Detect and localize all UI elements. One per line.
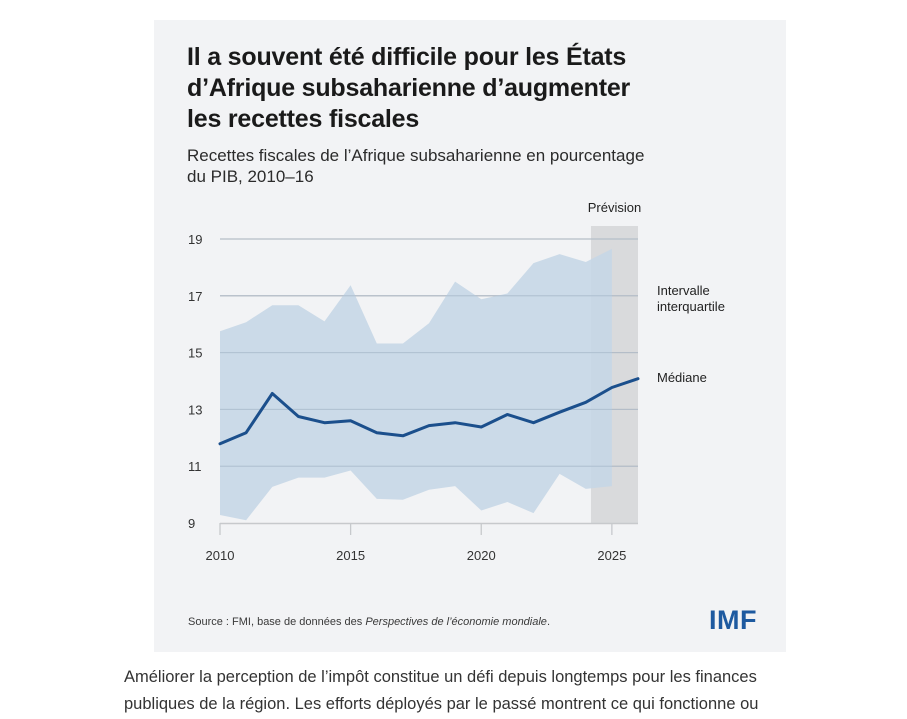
x-tick-label: 2025 (597, 548, 626, 563)
y-tick-label: 19 (188, 232, 202, 247)
y-tick-label: 11 (188, 459, 202, 474)
article-line: publiques de la région. Les efforts dépl… (124, 695, 759, 713)
chart-subtitle: Recettes fiscales de l’Afrique subsahari… (187, 145, 747, 187)
chart-plot: Prévision 9 11 13 15 17 19 2010 2015 2020 2025 Inte… (188, 200, 725, 563)
forecast-label: Prévision (588, 200, 641, 215)
y-tick-label: 13 (188, 402, 202, 417)
x-tick-label: 2015 (336, 548, 365, 563)
chart-subtitle-line: Recettes fiscales de l’Afrique subsahari… (187, 146, 645, 165)
imf-logo: IMF (709, 605, 757, 635)
source-prefix: Source : FMI, base de données des (188, 616, 366, 628)
source-publication: Perspectives de l’économie mondiale (365, 616, 547, 628)
chart-title-line: les recettes fiscales (187, 105, 420, 133)
chart-title-line: Il a souvent été difficile pour les État… (187, 43, 627, 71)
y-tick-label: 9 (188, 516, 195, 531)
article-paragraph: Améliorer la perception de l’impôt const… (124, 664, 824, 718)
y-tick-label: 17 (188, 289, 202, 304)
legend-label-interquartile: interquartile (657, 299, 725, 314)
y-tick-label: 15 (188, 346, 202, 361)
source-suffix: . (546, 616, 550, 628)
chart-panel: Il a souvent été difficile pour les État… (154, 20, 786, 652)
legend-label-median: Médiane (657, 370, 707, 385)
chart-title-line: d’Afrique subsaharienne d’augmenter (187, 74, 631, 102)
chart-subtitle-line: du PIB, 2010–16 (187, 167, 314, 186)
interquartile-band (220, 248, 612, 521)
x-tick-label: 2010 (206, 548, 235, 563)
article-line: Améliorer la perception de l’impôt const… (124, 668, 757, 686)
legend-label-interquartile: Intervalle (657, 283, 710, 298)
x-tick-label: 2020 (467, 548, 496, 563)
chart-title: Il a souvent été difficile pour les État… (187, 42, 747, 135)
source-note: Source : FMI, base de données des Perspe… (188, 616, 550, 628)
